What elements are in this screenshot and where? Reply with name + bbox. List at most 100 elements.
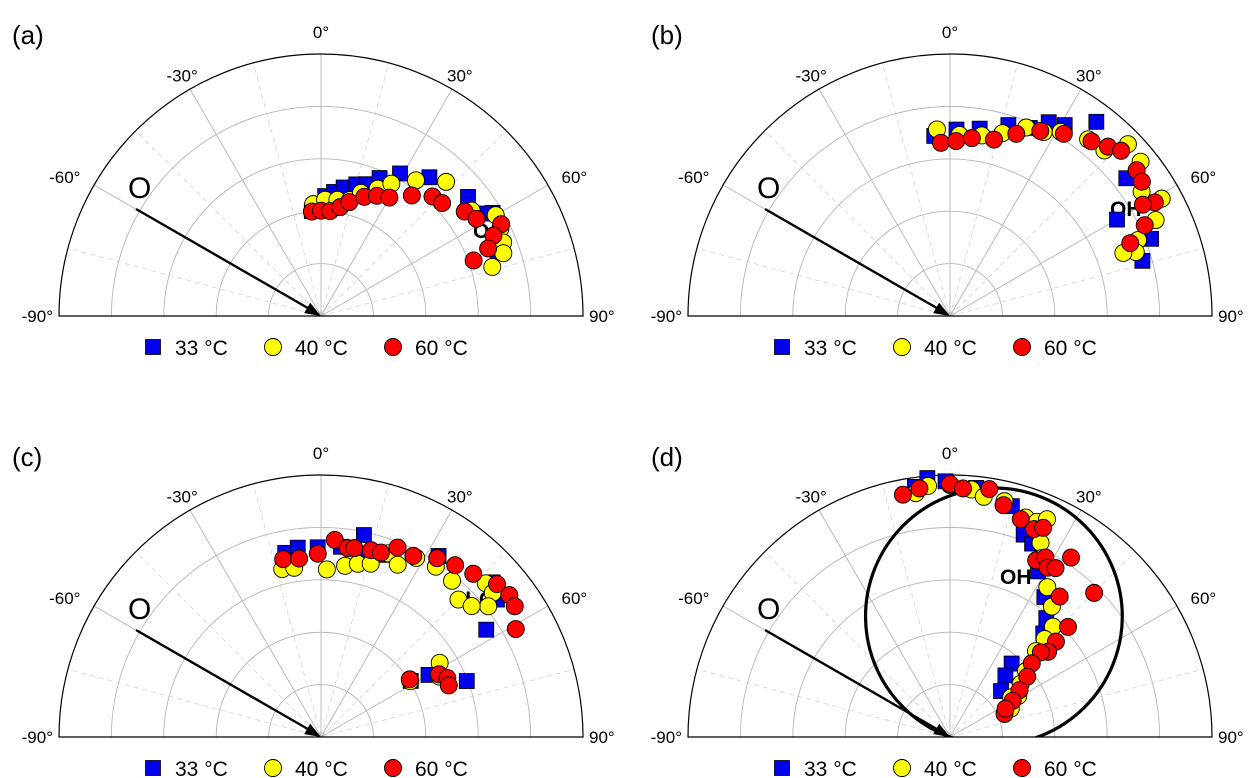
- data-point-circle: [388, 555, 407, 574]
- data-point-square: [997, 667, 1014, 684]
- grid-radial-line: [320, 184, 549, 317]
- data-point-circle: [274, 550, 293, 569]
- origin-label: O: [757, 593, 780, 626]
- data-point-square: [1109, 211, 1125, 228]
- data-point-circle: [407, 171, 425, 190]
- direction-arrow-line: [764, 207, 943, 313]
- data-point-circle: [494, 244, 513, 263]
- data-point-circle: [1085, 583, 1104, 602]
- data-point-circle: [1018, 667, 1037, 686]
- data-point-circle: [1133, 195, 1152, 214]
- grid-circle: [792, 158, 1108, 317]
- grid-circle: [897, 263, 1003, 317]
- angle-tick-label: 0°: [313, 444, 329, 463]
- grid-minor-radial: [252, 62, 322, 317]
- legend-label: 60 °C: [415, 758, 468, 778]
- data-point-circle: [506, 620, 525, 638]
- legend-marker-circle: [264, 338, 282, 356]
- legend-marker-circle: [264, 759, 282, 777]
- data-point-circle: [1050, 587, 1069, 606]
- data-point-circle: [1007, 124, 1026, 143]
- data-point-circle: [1054, 124, 1073, 143]
- grid-minor-radial: [949, 62, 1019, 317]
- series-60C: [274, 530, 525, 695]
- origin-label: O: [757, 172, 780, 205]
- origin-label: O: [128, 593, 151, 626]
- data-point-circle: [443, 571, 461, 590]
- data-point-circle: [947, 132, 966, 151]
- angle-tick-label: -30°: [795, 487, 826, 506]
- grid-circle: [844, 631, 1056, 738]
- data-point-circle: [404, 546, 423, 565]
- data-point-circle: [962, 129, 981, 148]
- panel-d: -90° -60° -30° 0° 30° 60° 90° O (d) OH 33 °C 40 °C 6…: [651, 442, 1244, 778]
- legend-label: 60 °C: [1044, 758, 1097, 778]
- grid-minor-radial: [949, 247, 1204, 317]
- angle-tick-label: -90°: [22, 728, 53, 747]
- direction-arrow-head: [933, 302, 950, 316]
- legend-marker-circle: [893, 759, 911, 777]
- panel-letter: (c): [12, 442, 42, 472]
- legend-label: 33 °C: [804, 758, 857, 778]
- angle-tick-label: -60°: [678, 168, 709, 187]
- panel-c: -90°-60°-30°0°30°60°90°O(c)H2O33 °C40 °C…: [12, 442, 615, 778]
- grid-circle: [110, 527, 532, 738]
- legend-label: 33 °C: [804, 337, 857, 360]
- legend-marker-circle: [893, 338, 911, 356]
- legend-marker-circle: [1013, 759, 1031, 777]
- legend-marker-circle: [384, 759, 402, 777]
- polar-frame: [687, 53, 1213, 317]
- grid-minor-radial: [881, 62, 951, 317]
- data-point-circle: [985, 130, 1003, 149]
- angle-tick-label: 90°: [589, 307, 615, 326]
- data-point-circle: [380, 188, 399, 207]
- data-point-circle: [1135, 216, 1154, 235]
- data-point-circle: [1046, 559, 1065, 578]
- grid-minor-radial: [135, 551, 322, 738]
- legend-label: 40 °C: [924, 758, 977, 778]
- data-point-circle: [1132, 172, 1151, 191]
- legend-marker-square: [774, 760, 790, 776]
- data-point-circle: [1059, 617, 1077, 636]
- angle-tick-label: 90°: [1218, 728, 1244, 747]
- legend-label: 60 °C: [415, 337, 468, 360]
- angle-tick-label: -90°: [651, 307, 682, 326]
- grid-minor-radial: [320, 483, 390, 738]
- data-point-circle: [317, 560, 336, 579]
- species-label: OH: [1000, 566, 1032, 589]
- data-point-circle: [1112, 141, 1131, 160]
- angle-tick-label: -30°: [795, 66, 826, 85]
- grid-minor-radial: [320, 668, 575, 738]
- species-main: OH: [1000, 566, 1032, 589]
- legend: 33 °C 40 °C 60 °C: [145, 758, 468, 778]
- grid-minor-radial: [764, 551, 951, 738]
- data-point-circle: [1062, 548, 1080, 567]
- data-point-circle: [464, 251, 483, 270]
- grid-minor-radial: [949, 130, 1136, 317]
- data-point-circle: [388, 538, 407, 557]
- angle-tick-label: -60°: [678, 589, 709, 608]
- legend-marker-square: [145, 760, 161, 776]
- grid-circle: [268, 263, 374, 317]
- angle-tick-label: 0°: [942, 444, 958, 463]
- data-point-circle: [340, 193, 359, 212]
- data-point-square: [1088, 113, 1105, 130]
- grid-circle: [215, 631, 427, 738]
- series-60C: [302, 186, 511, 270]
- legend-label: 40 °C: [295, 758, 348, 778]
- data-point-circle: [464, 564, 483, 583]
- polar-frame: [687, 474, 1213, 738]
- data-point-circle: [1011, 510, 1030, 529]
- data-point-circle: [433, 194, 452, 213]
- grid-minor-radial: [949, 668, 1204, 738]
- legend-label: 40 °C: [295, 337, 348, 360]
- grid-radial-line: [189, 88, 322, 317]
- data-point-circle: [505, 597, 524, 616]
- series-60C: [931, 121, 1164, 253]
- grid-radial-line: [949, 605, 1178, 738]
- angle-tick-label: 30°: [447, 487, 473, 506]
- data-point-circle: [980, 480, 999, 499]
- angle-tick-label: -30°: [166, 487, 197, 506]
- data-point-circle: [1121, 234, 1140, 253]
